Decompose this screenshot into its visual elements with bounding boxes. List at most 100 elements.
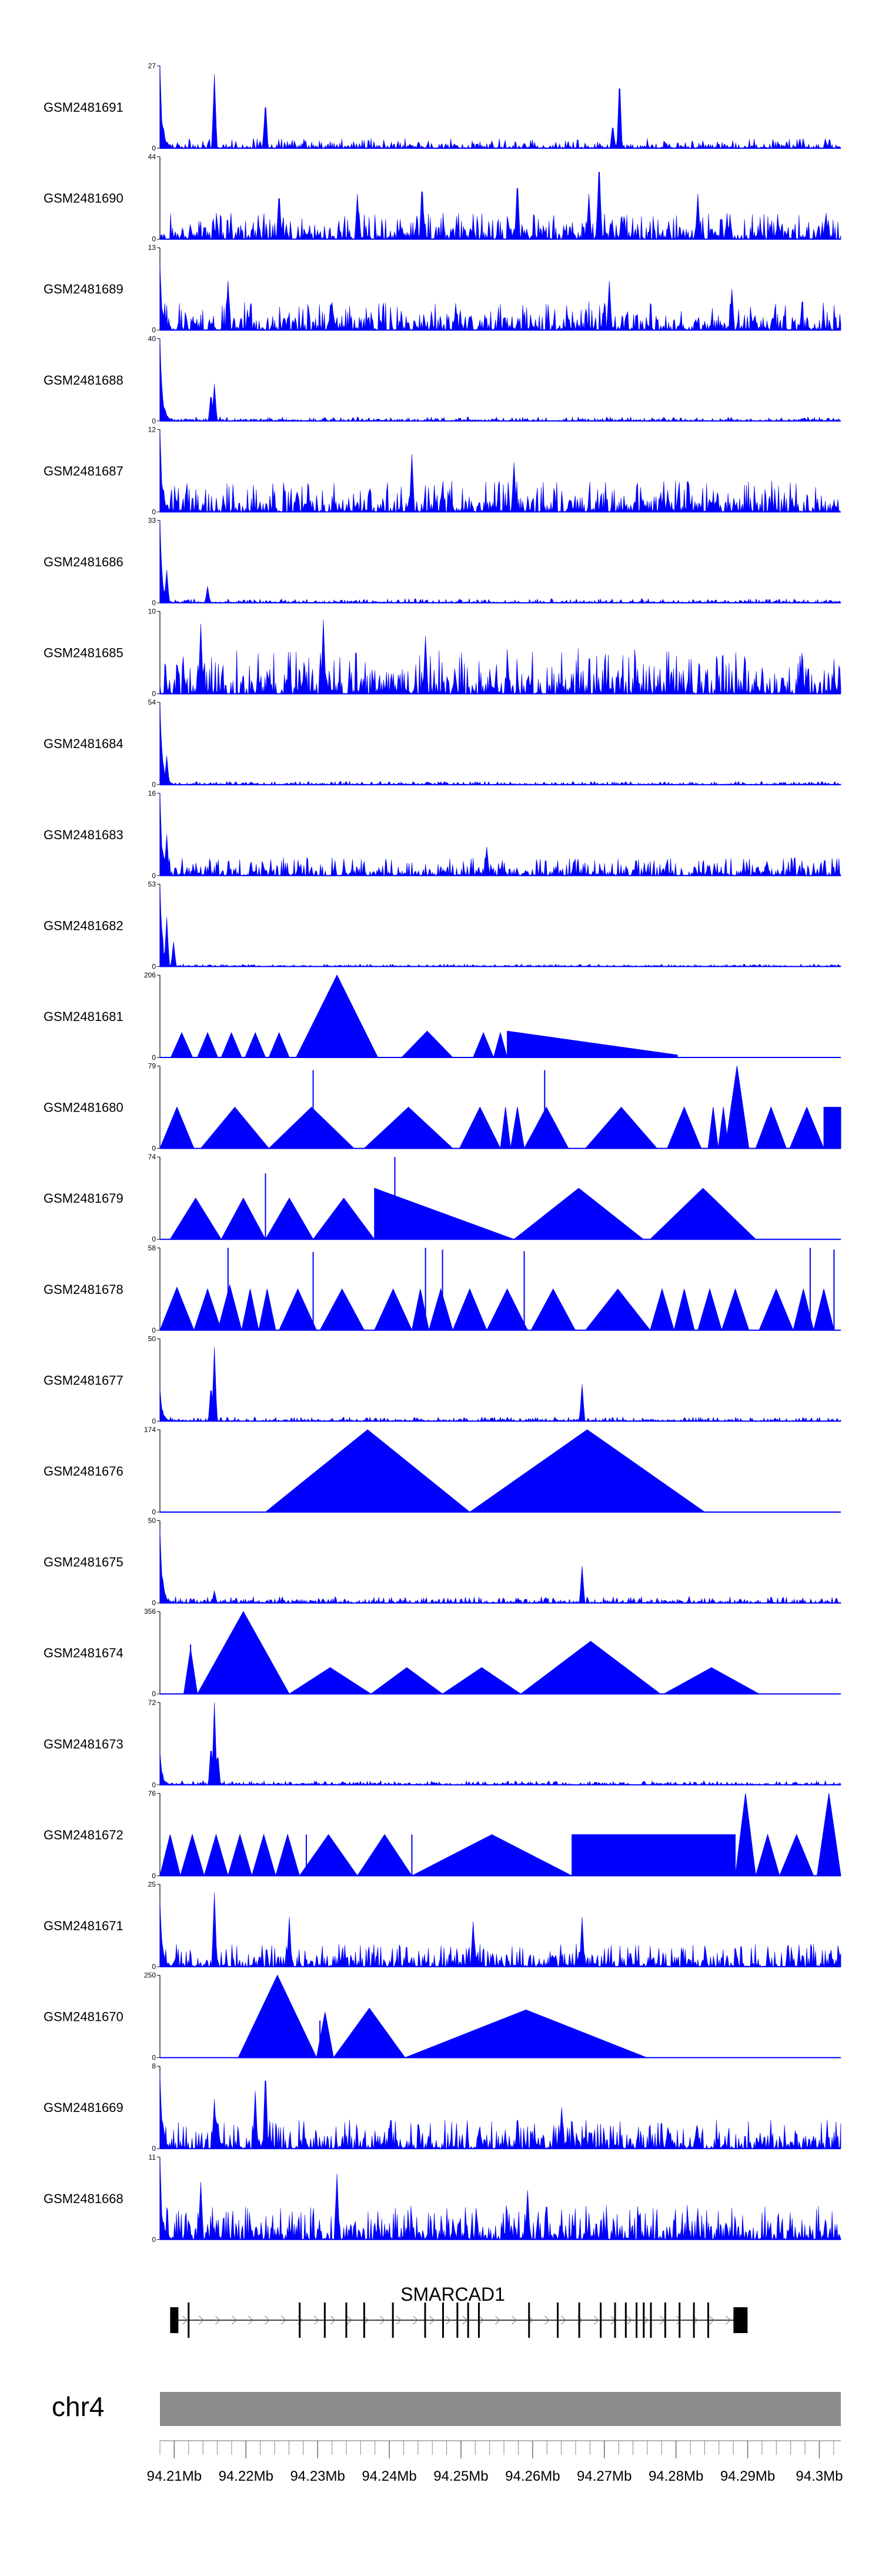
coverage-triangle bbox=[251, 1833, 276, 1876]
strand-arrow bbox=[594, 2315, 600, 2325]
x-tick-label: 94.23Mb bbox=[290, 2468, 345, 2484]
coverage-triangle bbox=[755, 1106, 787, 1149]
y-min-label: 0 bbox=[152, 2054, 156, 2062]
coverage-area bbox=[159, 338, 841, 422]
track-GSM2481677: GSM2481677 50 0 bbox=[44, 1334, 841, 1425]
strand-arrow bbox=[479, 2315, 485, 2325]
strand-arrow bbox=[676, 2315, 682, 2325]
strand-arrow bbox=[248, 2315, 254, 2325]
coverage-triangle bbox=[510, 1107, 525, 1149]
coverage-triangle bbox=[245, 1032, 266, 1058]
strand-arrow bbox=[232, 2315, 238, 2325]
coverage-triangle bbox=[507, 1030, 678, 1058]
y-max-label: 72 bbox=[148, 1699, 156, 1707]
x-tick-label: 94.25Mb bbox=[433, 2468, 488, 2484]
y-min-label: 0 bbox=[152, 1417, 156, 1425]
coverage-area bbox=[159, 884, 841, 967]
coverage-triangle bbox=[724, 1066, 750, 1149]
coverage-triangle bbox=[789, 1106, 824, 1149]
strand-arrow bbox=[561, 2315, 567, 2325]
y-min-label: 0 bbox=[152, 1963, 156, 1971]
track-label: GSM2481673 bbox=[44, 1737, 123, 1751]
strand-arrow bbox=[726, 2315, 731, 2325]
y-min-label: 0 bbox=[152, 1690, 156, 1698]
track-label: GSM2481689 bbox=[44, 282, 123, 296]
coverage-triangle bbox=[411, 1289, 430, 1331]
track-label: GSM2481674 bbox=[44, 1646, 123, 1660]
y-max-label: 79 bbox=[148, 1062, 156, 1070]
y-max-label: 58 bbox=[148, 1244, 156, 1252]
coverage-triangle bbox=[441, 1667, 522, 1694]
coverage-triangle bbox=[312, 1197, 375, 1240]
coverage-area bbox=[159, 702, 841, 786]
track-label: GSM2481685 bbox=[44, 646, 123, 660]
coverage-triangle bbox=[428, 1288, 453, 1331]
exon bbox=[345, 2303, 348, 2338]
strand-arrow bbox=[512, 2315, 517, 2325]
y-min-label: 0 bbox=[152, 2235, 156, 2244]
coverage-triangle bbox=[759, 1288, 794, 1331]
coverage-triangle bbox=[513, 1187, 644, 1240]
coverage-triangle bbox=[333, 2007, 406, 2058]
coverage-triangle bbox=[523, 1106, 569, 1149]
track-GSM2481691: GSM2481691 27 0 bbox=[44, 62, 841, 152]
strand-arrow bbox=[396, 2315, 402, 2325]
y-max-label: 10 bbox=[148, 608, 156, 616]
coverage-area bbox=[159, 429, 841, 513]
strand-arrow bbox=[265, 2315, 270, 2325]
track-label: GSM2481681 bbox=[44, 1009, 123, 1024]
coverage-triangle bbox=[405, 2009, 647, 2058]
track-label: GSM2481691 bbox=[44, 100, 123, 115]
y-max-label: 25 bbox=[148, 1880, 156, 1888]
strand-arrow bbox=[199, 2315, 205, 2325]
coverage-triangle bbox=[258, 1289, 276, 1331]
coverage-triangle bbox=[459, 1106, 501, 1149]
strand-arrow bbox=[182, 2315, 188, 2325]
track-label: GSM2481675 bbox=[44, 1555, 123, 1570]
track-label: GSM2481687 bbox=[44, 463, 123, 478]
y-max-label: 206 bbox=[144, 971, 156, 979]
track-label: GSM2481690 bbox=[44, 191, 123, 206]
track-GSM2481681: GSM2481681 206 0 bbox=[44, 971, 841, 1062]
exon bbox=[392, 2303, 394, 2338]
coverage-area bbox=[159, 1892, 841, 1968]
coverage-triangle bbox=[530, 1288, 576, 1331]
exon bbox=[456, 2303, 459, 2338]
coverage-triangle bbox=[374, 1187, 514, 1240]
track-label: GSM2481688 bbox=[44, 373, 123, 388]
y-max-label: 13 bbox=[148, 243, 156, 252]
exon bbox=[600, 2303, 602, 2338]
track-GSM2481684: GSM2481684 54 0 bbox=[44, 698, 841, 789]
coverage-triangle bbox=[288, 1667, 372, 1694]
y-max-label: 250 bbox=[144, 1971, 156, 1980]
coverage-triangle bbox=[779, 1834, 814, 1876]
coverage-area bbox=[159, 172, 841, 240]
strand-arrow bbox=[544, 2315, 550, 2325]
track-GSM2481682: GSM2481682 53 0 bbox=[44, 880, 841, 970]
track-GSM2481675: GSM2481675 50 0 bbox=[44, 1517, 841, 1607]
coverage-triangle bbox=[356, 1834, 413, 1876]
y-min-label: 0 bbox=[152, 1599, 156, 1607]
y-max-label: 76 bbox=[148, 1789, 156, 1797]
coverage-triangle bbox=[584, 1106, 658, 1149]
strand-arrow bbox=[330, 2315, 336, 2325]
gene-name-label: SMARCAD1 bbox=[400, 2284, 505, 2305]
chromosome-ideogram-track: chr4 bbox=[52, 2391, 841, 2426]
coverage-triangle bbox=[193, 1288, 222, 1331]
y-max-label: 33 bbox=[148, 516, 156, 525]
y-min-label: 0 bbox=[152, 326, 156, 334]
coverage-triangle bbox=[649, 1187, 757, 1240]
coverage-area bbox=[159, 1529, 841, 1604]
track-label: GSM2481678 bbox=[44, 1282, 123, 1297]
coverage-area bbox=[159, 1347, 841, 1422]
exon bbox=[363, 2303, 365, 2338]
y-min-label: 0 bbox=[152, 2144, 156, 2153]
exon bbox=[636, 2303, 638, 2338]
coverage-triangle bbox=[265, 1197, 314, 1240]
coverage-triangle bbox=[673, 1289, 695, 1331]
y-max-label: 40 bbox=[148, 335, 156, 343]
track-label: GSM2481670 bbox=[44, 2010, 123, 2024]
coverage-triangle bbox=[584, 1288, 651, 1331]
coverage-triangle bbox=[721, 1288, 750, 1331]
y-max-label: 356 bbox=[144, 1607, 156, 1616]
